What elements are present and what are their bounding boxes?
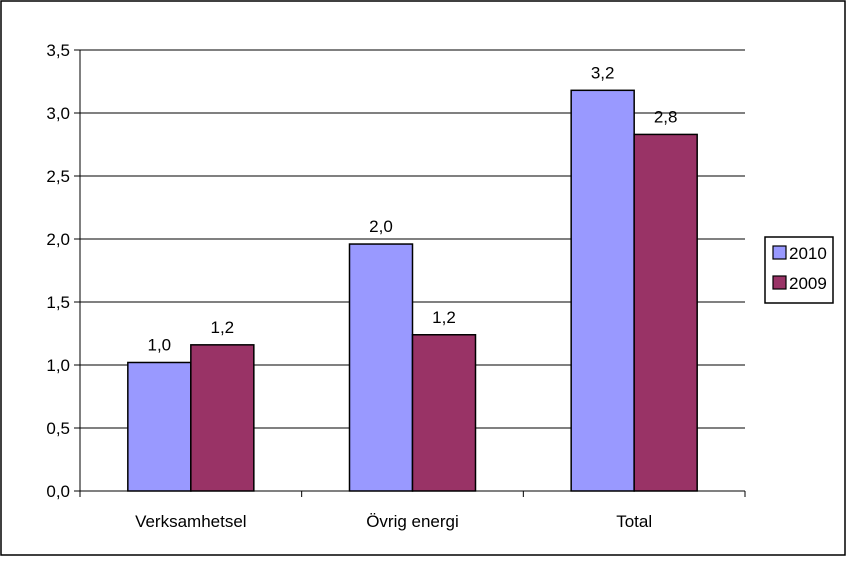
y-tick-label: 0,0 bbox=[46, 482, 70, 501]
bar-2010-0 bbox=[127, 361, 192, 492]
data-label: 2,0 bbox=[369, 217, 393, 236]
legend-label: 2010 bbox=[789, 244, 827, 263]
y-tick-label: 3,5 bbox=[46, 41, 70, 60]
bar-2009-0 bbox=[190, 344, 255, 492]
x-tick-label: Total bbox=[616, 512, 652, 531]
y-tick-label: 3,0 bbox=[46, 104, 70, 123]
legend-swatch bbox=[772, 275, 787, 290]
data-labels: 1,0 1,2 2,0 1,2 3,2 2,8 bbox=[148, 63, 678, 354]
y-tick-label: 1,0 bbox=[46, 356, 70, 375]
axes: 0,0 0,5 1,0 1,5 2,0 2,5 3,0 3,5 Verksamhetsel Övr… bbox=[46, 41, 746, 531]
data-label: 1,2 bbox=[432, 308, 456, 327]
bars bbox=[127, 89, 698, 492]
data-label: 3,2 bbox=[591, 63, 615, 82]
y-tick-label: 1,5 bbox=[46, 293, 70, 312]
data-label: 2,8 bbox=[654, 107, 678, 126]
legend-swatch bbox=[772, 245, 787, 260]
legend-label: 2009 bbox=[789, 274, 827, 293]
x-tick-label: Övrig energi bbox=[366, 512, 459, 531]
bar-2010-1 bbox=[348, 243, 414, 492]
legend: 2010 2009 bbox=[764, 236, 834, 304]
y-tick-label: 0,5 bbox=[46, 419, 70, 438]
bar-2010-2 bbox=[570, 89, 635, 492]
y-tick-label: 2,0 bbox=[46, 230, 70, 249]
data-label: 1,0 bbox=[148, 335, 172, 354]
x-tick-label: Verksamhetsel bbox=[135, 512, 247, 531]
bar-2009-2 bbox=[633, 133, 698, 492]
y-tick-label: 2,5 bbox=[46, 167, 70, 186]
data-label: 1,2 bbox=[211, 318, 235, 337]
bar-2009-1 bbox=[411, 334, 477, 492]
